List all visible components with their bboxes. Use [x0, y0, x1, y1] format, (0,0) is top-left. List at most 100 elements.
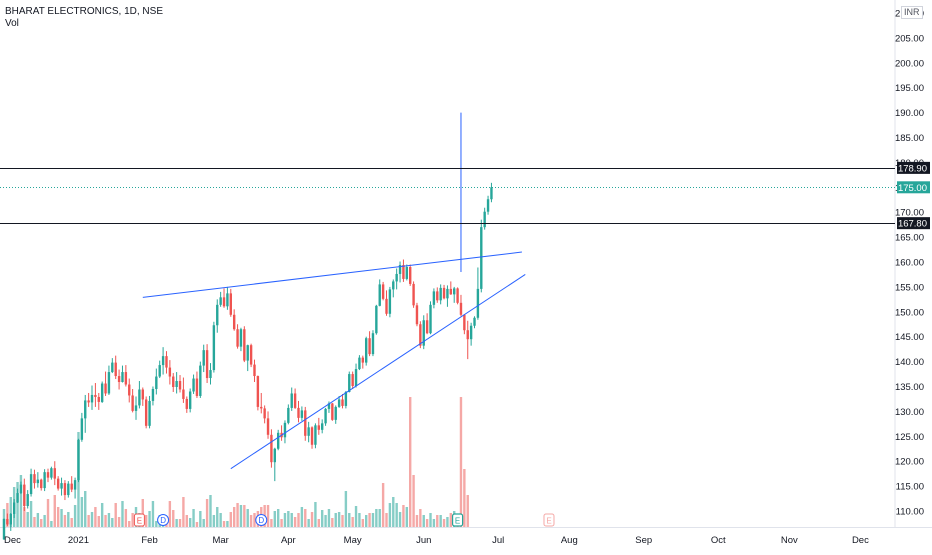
candle-body [378, 284, 381, 306]
candle-body [480, 227, 483, 289]
price-tick-label: 205.00 [895, 33, 924, 44]
candle-body [253, 364, 256, 377]
candle-body [307, 427, 310, 436]
dividend-marker[interactable] [157, 514, 170, 526]
candle-body [256, 376, 260, 407]
candle-body [195, 378, 199, 396]
candle-body [12, 502, 16, 514]
candle-body [56, 478, 60, 489]
candle-body [385, 298, 388, 314]
volume-bar [415, 515, 419, 527]
candle-body [446, 288, 449, 299]
candle-body [178, 381, 182, 390]
volume-bar [266, 505, 270, 527]
hline-price-tag-text: 178.90 [898, 163, 927, 174]
volume-bar [280, 519, 283, 527]
dividend-marker[interactable] [255, 514, 268, 526]
candle-body [348, 374, 351, 392]
candle-body [388, 289, 392, 314]
volume-bar [131, 513, 134, 527]
hline-price-tag [897, 161, 930, 174]
volume-indicator-label[interactable]: Vol [5, 18, 19, 29]
volume-bar [151, 501, 155, 527]
candle-body [270, 434, 273, 463]
dividend-marker-text: D [160, 516, 166, 525]
candle-body [232, 314, 236, 330]
volume-bar [402, 505, 405, 527]
trendline-resistance [142, 251, 522, 298]
candle-body [107, 372, 111, 394]
candle-body [304, 410, 307, 436]
volume-bar [436, 515, 439, 527]
volume-bar [73, 505, 77, 527]
volume-bar [2, 509, 6, 527]
time-tick-label: Dec [4, 535, 21, 546]
price-axis[interactable]: 110.00 115.00 120.00 125.00 130.00 135.00 140.… [895, 8, 924, 518]
candle-body [97, 396, 100, 402]
symbol-title[interactable]: BHARAT ELECTRONICS, 1D, NSE [5, 6, 163, 17]
candle-body [263, 408, 266, 419]
drawings-group[interactable] [0, 112, 895, 470]
candle-body [476, 288, 480, 318]
candle-body [84, 400, 87, 419]
candle-body [317, 425, 321, 430]
candle-body [19, 484, 23, 494]
volume-bar [337, 512, 341, 527]
candle-body [439, 287, 442, 301]
candle-body [324, 408, 327, 424]
candle-body [141, 389, 144, 400]
candle-body [381, 284, 385, 299]
volume-bar [155, 521, 158, 527]
candle-body [239, 329, 243, 347]
candle-body [419, 324, 422, 346]
candle-body [73, 480, 77, 490]
volume-bar [209, 495, 212, 527]
volume-bar [172, 510, 175, 527]
volume-bar [80, 497, 84, 527]
candle-body [192, 378, 195, 392]
candle-body [104, 383, 107, 394]
time-tick-label: Sep [635, 535, 652, 546]
candle-body [331, 403, 334, 420]
candle-body [60, 483, 63, 489]
volume-bar [425, 519, 429, 527]
volume-bar [168, 501, 172, 527]
candle-body [320, 423, 324, 430]
volume-bar [199, 511, 202, 527]
volume-bar [314, 502, 317, 527]
candle-body [185, 398, 188, 409]
candle-body [449, 288, 453, 295]
events-group[interactable]: EDDEEE [133, 513, 555, 527]
candle-body [33, 474, 36, 484]
last-price-tag-text: 175.00 [898, 183, 927, 194]
candle-body [100, 383, 104, 402]
currency-badge[interactable]: INR [901, 6, 923, 19]
volume-bar [334, 513, 337, 527]
volume-bar [33, 517, 36, 527]
volume-bar [121, 501, 124, 527]
candle-body [432, 291, 436, 305]
time-axis[interactable]: Dec 2021 Feb Mar Apr May Jun Jul Aug Sep Oct Nov Dec [4, 535, 869, 546]
candle-body [486, 199, 490, 212]
earnings-marker-latest[interactable] [451, 513, 464, 527]
volume-bar [100, 503, 104, 527]
time-tick-label: Jun [416, 535, 431, 546]
volume-bar [67, 512, 70, 527]
earnings-marker[interactable] [543, 513, 555, 527]
price-tick-label: 135.00 [895, 382, 924, 393]
volume-bar [273, 511, 276, 527]
price-tick-label: 125.00 [895, 432, 924, 443]
candle-body [144, 399, 148, 426]
candle-body [26, 494, 29, 507]
candle-body [453, 288, 456, 295]
candle-body [415, 305, 419, 325]
volume-bar [287, 511, 290, 527]
volume-bar [368, 513, 371, 527]
candle-body [87, 400, 90, 403]
candle-body [131, 395, 134, 411]
candle-body [405, 266, 409, 279]
earnings-marker[interactable] [133, 513, 145, 527]
volume-bar [439, 515, 442, 527]
